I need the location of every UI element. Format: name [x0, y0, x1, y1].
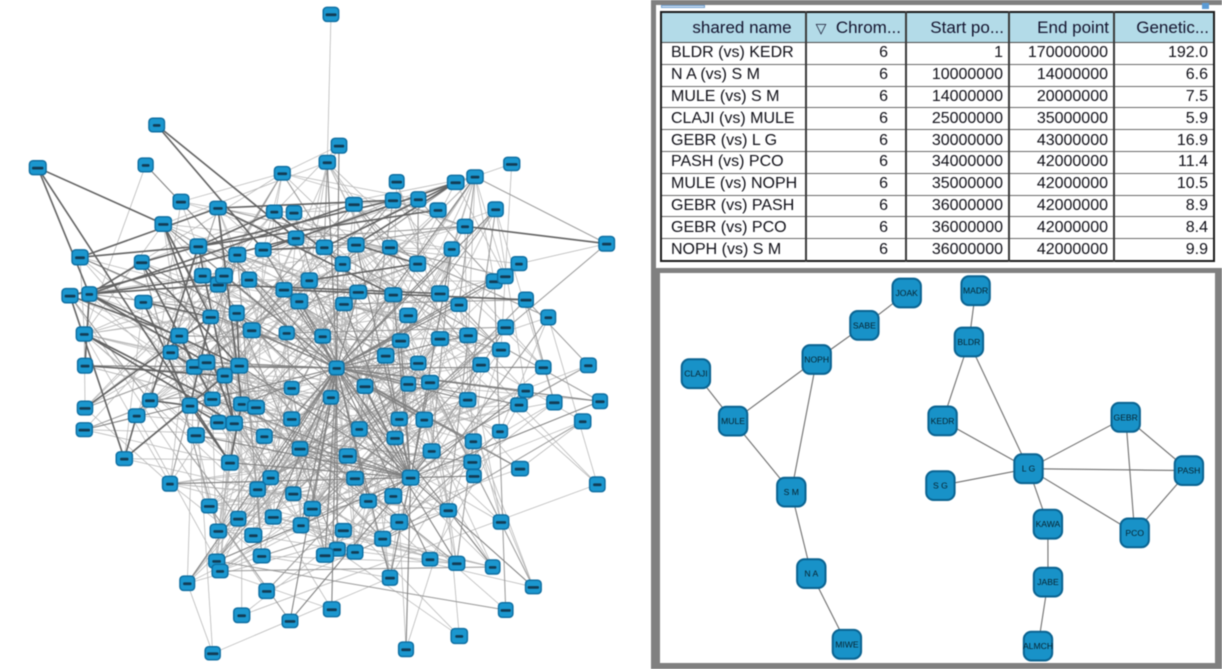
- svg-text:SABE: SABE: [853, 320, 876, 330]
- svg-text:CLAJI: CLAJI: [684, 369, 707, 379]
- svg-text:JABE: JABE: [1037, 577, 1059, 587]
- svg-text:MULE: MULE: [721, 416, 745, 426]
- svg-text:L G: L G: [1022, 464, 1036, 474]
- svg-text:JOAK: JOAK: [895, 288, 918, 298]
- svg-text:S G: S G: [933, 481, 948, 491]
- svg-text:PCO: PCO: [1125, 528, 1144, 538]
- svg-text:BLDR: BLDR: [957, 337, 980, 347]
- svg-text:S M: S M: [784, 487, 799, 497]
- svg-text:ALMCH: ALMCH: [1023, 641, 1053, 651]
- svg-text:KAWA: KAWA: [1036, 519, 1061, 529]
- svg-text:KEDR: KEDR: [931, 416, 955, 426]
- svg-text:GEBR: GEBR: [1114, 412, 1138, 422]
- svg-text:MIWE: MIWE: [835, 639, 859, 649]
- svg-text:PASH: PASH: [1178, 466, 1201, 476]
- svg-text:MADR: MADR: [963, 286, 988, 296]
- svg-text:N A: N A: [804, 569, 818, 579]
- svg-text:NOPH: NOPH: [804, 355, 829, 365]
